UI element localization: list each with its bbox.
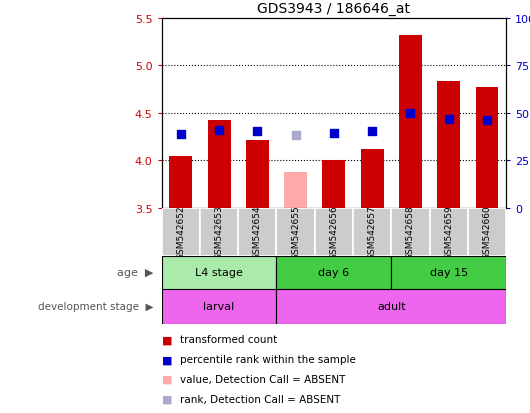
- Text: ■: ■: [162, 354, 172, 364]
- Title: GDS3943 / 186646_at: GDS3943 / 186646_at: [258, 2, 410, 16]
- Text: GSM542652: GSM542652: [176, 205, 186, 259]
- Text: ■: ■: [162, 374, 172, 384]
- Bar: [162, 209, 200, 256]
- Text: GSM542654: GSM542654: [253, 205, 262, 259]
- Bar: [162, 256, 277, 289]
- Bar: [238, 209, 277, 256]
- Bar: [246, 140, 269, 209]
- Text: percentile rank within the sample: percentile rank within the sample: [180, 354, 356, 364]
- Bar: [315, 209, 353, 256]
- Bar: [430, 209, 468, 256]
- Bar: [277, 256, 391, 289]
- Bar: [200, 209, 238, 256]
- Text: day 15: day 15: [430, 268, 468, 278]
- Bar: [208, 121, 231, 209]
- Text: GSM542658: GSM542658: [406, 205, 415, 260]
- Bar: [277, 209, 315, 256]
- Point: [483, 117, 491, 123]
- Point: [292, 132, 300, 139]
- Text: age  ▶: age ▶: [117, 268, 154, 278]
- Text: adult: adult: [377, 301, 405, 312]
- Text: ■: ■: [162, 394, 172, 404]
- Text: ■: ■: [162, 335, 172, 344]
- Point: [215, 127, 223, 134]
- Text: GSM542656: GSM542656: [330, 205, 338, 260]
- Text: transformed count: transformed count: [180, 335, 277, 344]
- Bar: [322, 161, 346, 209]
- Text: value, Detection Call = ABSENT: value, Detection Call = ABSENT: [180, 374, 346, 384]
- Point: [176, 131, 185, 138]
- Bar: [437, 82, 460, 209]
- Text: larval: larval: [204, 301, 235, 312]
- Text: day 6: day 6: [319, 268, 349, 278]
- Bar: [361, 150, 384, 209]
- Bar: [391, 209, 430, 256]
- Bar: [399, 36, 422, 209]
- Bar: [391, 256, 506, 289]
- Bar: [284, 173, 307, 209]
- Text: GSM542659: GSM542659: [444, 205, 453, 260]
- Text: GSM542655: GSM542655: [291, 205, 300, 260]
- Text: GSM542660: GSM542660: [482, 205, 491, 260]
- Text: L4 stage: L4 stage: [195, 268, 243, 278]
- Point: [445, 116, 453, 123]
- Point: [330, 130, 338, 137]
- Point: [253, 128, 262, 135]
- Bar: [353, 209, 391, 256]
- Point: [368, 128, 376, 135]
- Bar: [277, 289, 506, 324]
- Text: GSM542653: GSM542653: [215, 205, 224, 260]
- Text: GSM542657: GSM542657: [368, 205, 377, 260]
- Bar: [169, 157, 192, 209]
- Text: rank, Detection Call = ABSENT: rank, Detection Call = ABSENT: [180, 394, 341, 404]
- Bar: [162, 289, 277, 324]
- Bar: [475, 88, 499, 209]
- Text: development stage  ▶: development stage ▶: [38, 301, 154, 312]
- Point: [406, 110, 414, 117]
- Bar: [468, 209, 506, 256]
